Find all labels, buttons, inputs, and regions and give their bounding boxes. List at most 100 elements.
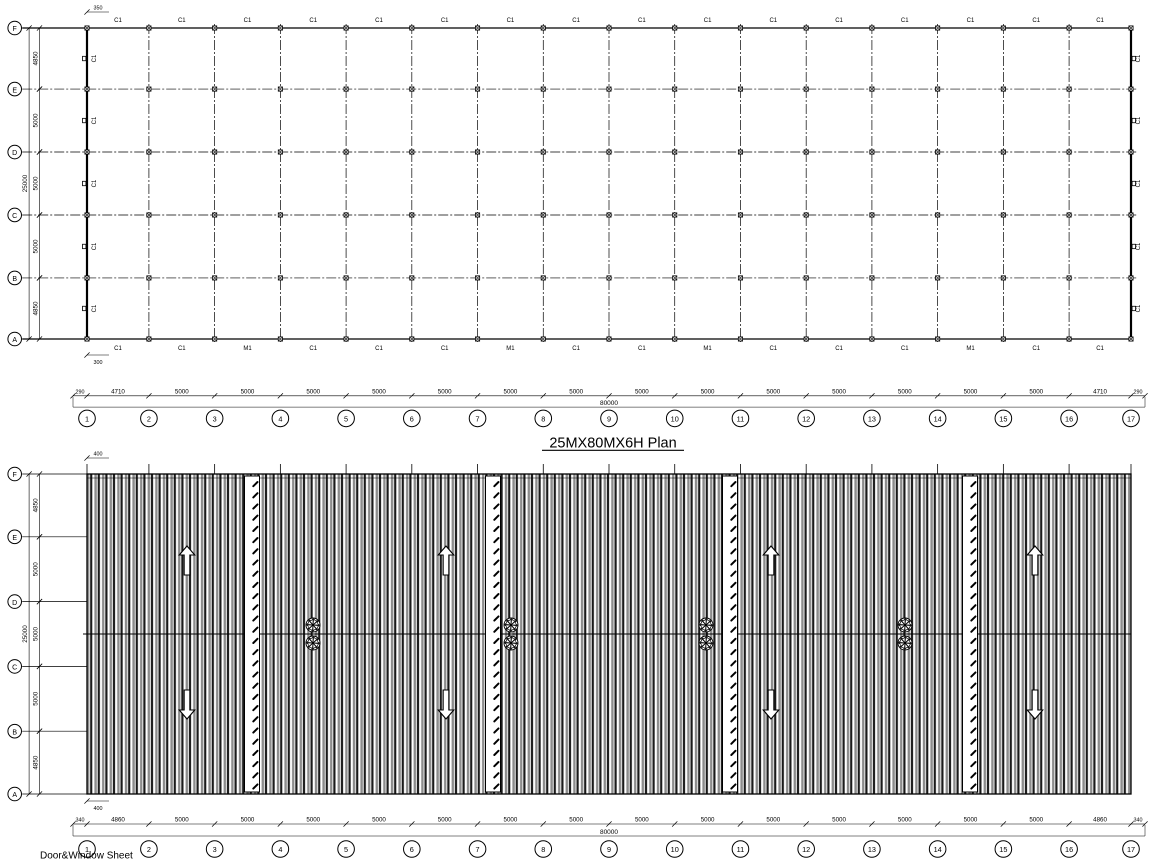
svg-text:15: 15 — [999, 845, 1007, 854]
svg-text:F: F — [13, 472, 17, 479]
svg-text:C1: C1 — [901, 18, 909, 24]
svg-text:B: B — [12, 729, 17, 736]
svg-text:C1: C1 — [967, 18, 975, 24]
svg-text:14: 14 — [934, 845, 942, 854]
svg-text:C1: C1 — [507, 18, 515, 24]
svg-text:A: A — [12, 337, 17, 344]
svg-text:C1: C1 — [1136, 304, 1142, 312]
svg-text:5000: 5000 — [964, 388, 978, 395]
svg-text:3: 3 — [213, 415, 217, 424]
svg-text:C1: C1 — [1032, 18, 1040, 24]
svg-text:5000: 5000 — [569, 388, 583, 395]
svg-text:Door&Window Sheet: Door&Window Sheet — [40, 851, 133, 860]
svg-text:11: 11 — [737, 845, 745, 854]
svg-text:C1: C1 — [769, 18, 777, 24]
svg-text:C1: C1 — [1096, 346, 1104, 352]
svg-text:M1: M1 — [966, 346, 975, 352]
svg-text:3: 3 — [213, 845, 217, 854]
svg-text:5000: 5000 — [175, 817, 189, 824]
svg-text:M1: M1 — [703, 346, 712, 352]
svg-text:C1: C1 — [901, 346, 909, 352]
svg-text:13: 13 — [868, 415, 876, 424]
svg-text:D: D — [12, 150, 17, 157]
svg-text:5000: 5000 — [241, 388, 255, 395]
svg-text:D: D — [12, 600, 17, 607]
svg-text:5000: 5000 — [504, 388, 518, 395]
svg-text:4850: 4850 — [33, 498, 40, 513]
svg-text:4850: 4850 — [33, 51, 40, 66]
svg-text:C1: C1 — [375, 346, 383, 352]
svg-text:8: 8 — [541, 845, 545, 854]
svg-text:290: 290 — [76, 389, 85, 395]
svg-text:C1: C1 — [769, 346, 777, 352]
svg-text:25MX80MX6H Plan: 25MX80MX6H Plan — [549, 436, 676, 452]
svg-text:C1: C1 — [835, 18, 843, 24]
svg-text:4850: 4850 — [33, 755, 40, 770]
svg-text:5000: 5000 — [306, 388, 320, 395]
svg-text:5000: 5000 — [701, 388, 715, 395]
svg-text:5000: 5000 — [635, 388, 649, 395]
svg-text:340: 340 — [76, 818, 85, 824]
svg-text:5000: 5000 — [635, 817, 649, 824]
svg-text:16: 16 — [1065, 415, 1073, 424]
svg-text:5000: 5000 — [701, 817, 715, 824]
svg-text:12: 12 — [802, 415, 810, 424]
svg-text:8: 8 — [541, 415, 545, 424]
svg-text:4850: 4850 — [33, 301, 40, 316]
svg-text:E: E — [12, 87, 17, 94]
svg-text:5000: 5000 — [306, 817, 320, 824]
svg-text:4: 4 — [278, 845, 282, 854]
svg-text:M1: M1 — [506, 346, 515, 352]
svg-text:5000: 5000 — [898, 817, 912, 824]
svg-text:17: 17 — [1127, 845, 1135, 854]
svg-text:C1: C1 — [1032, 346, 1040, 352]
svg-text:C1: C1 — [1136, 242, 1142, 250]
svg-text:5000: 5000 — [898, 388, 912, 395]
svg-text:5000: 5000 — [33, 691, 40, 706]
svg-text:B: B — [12, 276, 17, 283]
svg-text:M1: M1 — [243, 346, 252, 352]
svg-text:5000: 5000 — [175, 388, 189, 395]
svg-text:5000: 5000 — [832, 388, 846, 395]
svg-text:F: F — [13, 26, 17, 33]
svg-text:C: C — [12, 665, 17, 672]
svg-text:5000: 5000 — [33, 562, 40, 577]
svg-text:10: 10 — [671, 415, 679, 424]
svg-text:C1: C1 — [309, 18, 317, 24]
svg-text:5: 5 — [344, 845, 348, 854]
svg-text:350: 350 — [94, 6, 103, 12]
svg-text:C1: C1 — [178, 346, 186, 352]
svg-text:290: 290 — [1134, 389, 1143, 395]
svg-text:5000: 5000 — [33, 113, 40, 128]
svg-text:C1: C1 — [1136, 54, 1142, 62]
svg-text:80000: 80000 — [600, 829, 618, 836]
svg-text:C1: C1 — [704, 18, 712, 24]
svg-text:5000: 5000 — [33, 176, 40, 191]
svg-text:400: 400 — [94, 452, 103, 458]
svg-text:5000: 5000 — [1029, 817, 1043, 824]
svg-text:5000: 5000 — [1029, 388, 1043, 395]
svg-text:C1: C1 — [114, 346, 122, 352]
svg-text:25000: 25000 — [22, 625, 29, 643]
svg-text:C1: C1 — [1136, 179, 1142, 187]
svg-text:4860: 4860 — [1093, 817, 1107, 824]
svg-text:80000: 80000 — [600, 400, 618, 407]
svg-text:C1: C1 — [1096, 18, 1104, 24]
svg-text:C1: C1 — [441, 346, 449, 352]
svg-text:1: 1 — [85, 415, 89, 424]
svg-text:E: E — [12, 535, 17, 542]
svg-text:A: A — [12, 792, 17, 799]
svg-text:C1: C1 — [572, 18, 580, 24]
svg-text:5000: 5000 — [504, 817, 518, 824]
svg-text:C1: C1 — [638, 346, 646, 352]
svg-text:2: 2 — [147, 845, 151, 854]
svg-text:C1: C1 — [244, 18, 252, 24]
svg-text:5000: 5000 — [766, 817, 780, 824]
svg-text:13: 13 — [868, 845, 876, 854]
svg-text:C1: C1 — [92, 54, 98, 62]
svg-text:4710: 4710 — [1093, 388, 1107, 395]
svg-text:C1: C1 — [178, 18, 186, 24]
svg-text:7: 7 — [476, 415, 480, 424]
svg-text:C1: C1 — [92, 116, 98, 124]
svg-text:C1: C1 — [572, 346, 580, 352]
